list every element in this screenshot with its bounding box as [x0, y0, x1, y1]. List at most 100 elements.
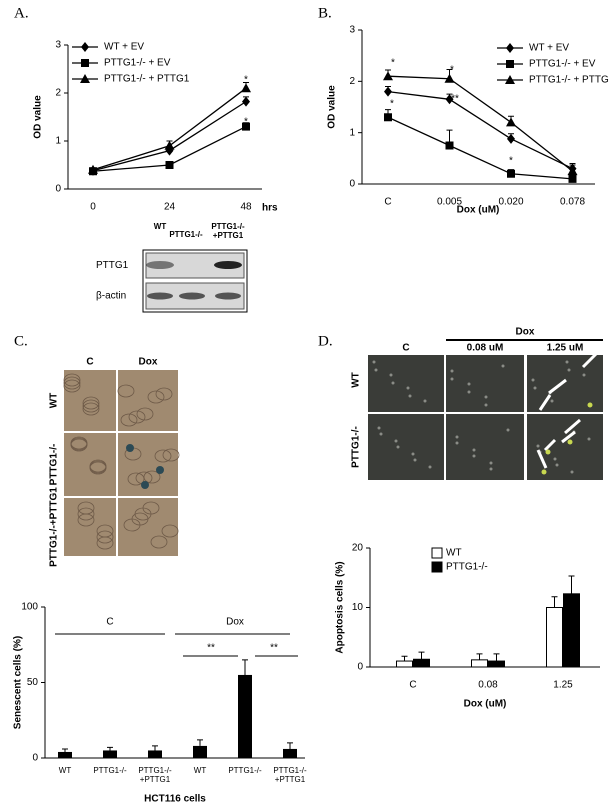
- apoptotic-cell: [567, 439, 573, 445]
- blot-row-label: β-actin: [96, 291, 126, 302]
- cell: [82, 402, 100, 416]
- annotation: *: [390, 99, 394, 110]
- cell: [489, 467, 493, 471]
- cell: [134, 507, 152, 521]
- cell: [567, 368, 571, 372]
- x-tick-label: PTTG1-/- +PTTG1: [138, 766, 172, 784]
- legend-label: PTTG1-/- + PTTG1: [104, 74, 190, 85]
- cell: [489, 461, 493, 465]
- x-tick-label: 0.08: [478, 680, 498, 691]
- cell: [63, 379, 81, 393]
- annotation: *: [244, 117, 248, 128]
- arrow: [543, 438, 557, 452]
- bar: [238, 674, 252, 758]
- marker: [506, 117, 516, 127]
- marker: [241, 83, 251, 93]
- apoptotic-cell: [541, 469, 547, 475]
- blot-column-label: PTTG1-/-: [169, 230, 203, 239]
- cell: [77, 513, 95, 527]
- y-axis-label: Apoptosis cells (%): [335, 561, 346, 653]
- marker: [567, 166, 578, 176]
- annotation: **: [207, 643, 215, 654]
- cell: [389, 373, 393, 377]
- cell: [379, 432, 383, 436]
- x-tick-label: C: [384, 197, 391, 208]
- y-tick-label: 3: [55, 40, 61, 51]
- cell: [120, 413, 138, 427]
- cell: [155, 387, 173, 401]
- cell: [582, 373, 586, 377]
- legend-label: PTTG1-/- + PTTG1: [529, 75, 609, 86]
- legend-label: WT: [446, 548, 462, 559]
- micrograph: [368, 355, 444, 412]
- blot-band: [215, 292, 241, 300]
- cell: [484, 395, 488, 399]
- bar: [396, 660, 413, 668]
- blot-frame: [142, 249, 248, 313]
- cell: [472, 448, 476, 452]
- cell: [136, 407, 154, 421]
- legend-label: PTTG1-/- + EV: [529, 59, 596, 70]
- legend-swatch: [431, 547, 443, 559]
- cell: [150, 535, 168, 549]
- bar: [103, 750, 117, 758]
- cell: [63, 376, 81, 390]
- bar: [193, 745, 207, 758]
- y-tick-label: 100: [21, 602, 38, 613]
- cell: [501, 364, 505, 368]
- error-bar: [152, 745, 158, 751]
- micrograph-column-label: C: [402, 343, 409, 354]
- marker: [384, 86, 392, 97]
- cell: [531, 378, 535, 382]
- y-axis-label: Senescent cells (%): [13, 636, 24, 729]
- bar: [58, 751, 72, 758]
- y-tick-label: 1: [349, 127, 355, 138]
- x-tick-label: 0.020: [498, 197, 523, 208]
- arrow: [538, 394, 552, 411]
- y-tick-label: 20: [352, 543, 364, 554]
- legend-label: WT + EV: [104, 42, 144, 53]
- micrograph-row-label: PTTG1-/-: [351, 426, 362, 468]
- cell: [455, 435, 459, 439]
- x-tick-label: 24: [164, 202, 176, 213]
- cell: [408, 394, 412, 398]
- marker: [242, 96, 250, 107]
- legend-label: PTTG1-/- + EV: [104, 58, 171, 69]
- cell: [394, 439, 398, 443]
- line: [387, 75, 573, 172]
- micrograph-column-label: 1.25 uM: [547, 343, 584, 354]
- arrow: [561, 430, 576, 444]
- micrograph-row-label: WT: [49, 393, 60, 409]
- x-tick-label: WT: [58, 766, 72, 775]
- bar: [413, 658, 430, 668]
- blot-column-label: PTTG1-/- +PTTG1: [211, 222, 245, 240]
- annotation: *: [450, 65, 454, 76]
- micrograph: [368, 414, 444, 480]
- x-tick-label: PTTG1-/- +PTTG1: [273, 766, 307, 784]
- line: [92, 87, 247, 171]
- cell: [484, 403, 488, 407]
- error-bar: [287, 742, 293, 749]
- cell: [162, 448, 180, 462]
- marker: [445, 141, 454, 150]
- panel-label: D.: [318, 333, 333, 349]
- cell: [96, 530, 114, 544]
- cell: [423, 399, 427, 403]
- y-tick-label: 0: [55, 184, 61, 195]
- cell: [450, 369, 454, 373]
- cell: [533, 386, 537, 390]
- error-bar: [107, 746, 113, 751]
- cell: [63, 373, 81, 387]
- x-axis-label: Dox (uM): [464, 699, 507, 710]
- marker: [506, 43, 514, 53]
- x-tick-label: PTTG1-/-: [93, 766, 127, 775]
- y-tick-label: 10: [352, 602, 364, 613]
- x-tick-label: WT: [193, 766, 207, 775]
- y-tick-label: 50: [27, 677, 39, 688]
- annotation: *: [509, 156, 513, 167]
- cell: [565, 360, 569, 364]
- marker: [81, 59, 89, 67]
- micrograph-column-label: C: [86, 357, 93, 368]
- micrograph: [118, 370, 178, 431]
